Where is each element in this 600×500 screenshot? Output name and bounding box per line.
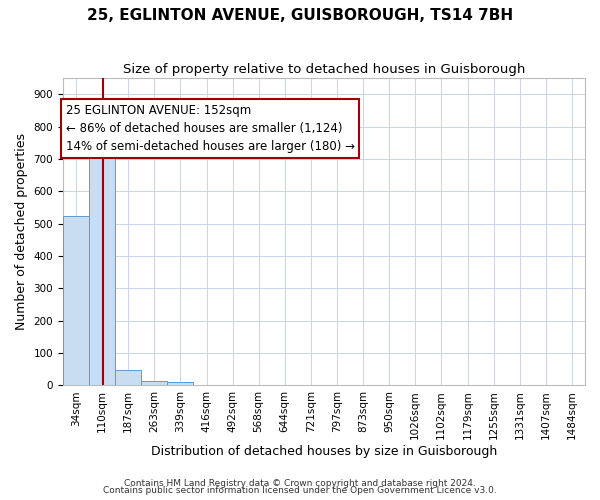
Bar — [115, 370, 141, 386]
Title: Size of property relative to detached houses in Guisborough: Size of property relative to detached ho… — [123, 62, 525, 76]
Bar — [167, 382, 193, 386]
Text: 25, EGLINTON AVENUE, GUISBOROUGH, TS14 7BH: 25, EGLINTON AVENUE, GUISBOROUGH, TS14 7… — [87, 8, 513, 22]
Bar — [89, 150, 115, 386]
Bar — [141, 382, 167, 386]
X-axis label: Distribution of detached houses by size in Guisborough: Distribution of detached houses by size … — [151, 444, 497, 458]
Y-axis label: Number of detached properties: Number of detached properties — [15, 133, 28, 330]
Text: 25 EGLINTON AVENUE: 152sqm
← 86% of detached houses are smaller (1,124)
14% of s: 25 EGLINTON AVENUE: 152sqm ← 86% of deta… — [65, 104, 355, 153]
Text: Contains HM Land Registry data © Crown copyright and database right 2024.: Contains HM Land Registry data © Crown c… — [124, 478, 476, 488]
Text: Contains public sector information licensed under the Open Government Licence v3: Contains public sector information licen… — [103, 486, 497, 495]
Bar — [63, 216, 89, 386]
